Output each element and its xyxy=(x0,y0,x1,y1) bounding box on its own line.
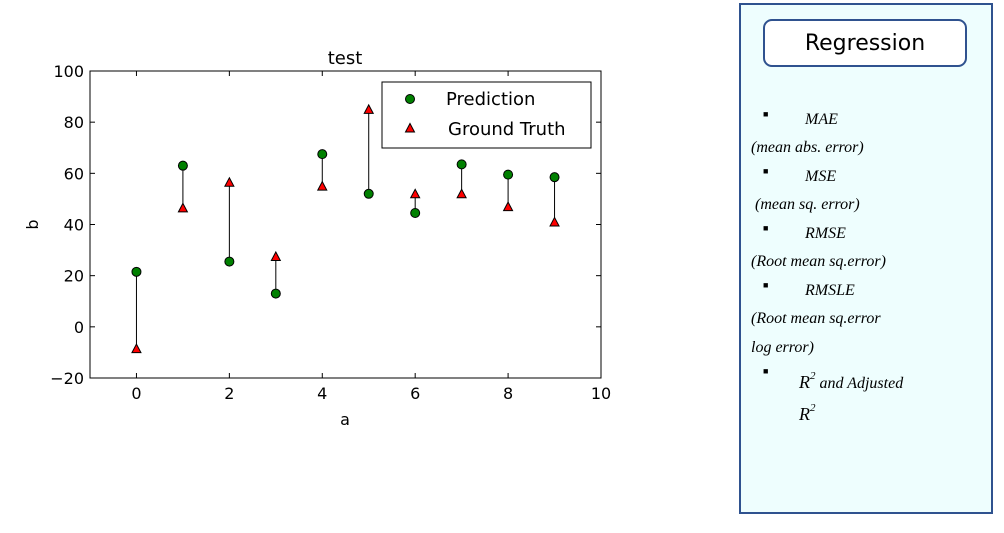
metric-desc: (mean sq. error) xyxy=(751,196,860,213)
prediction-point xyxy=(131,266,142,277)
bullet-icon: ■ xyxy=(763,366,769,376)
legend-prediction-marker xyxy=(405,94,415,104)
y-tick-label: 40 xyxy=(64,216,84,235)
prediction-point xyxy=(503,169,514,180)
ground-truth-point xyxy=(456,188,467,199)
x-tick-label: 8 xyxy=(503,384,513,403)
prediction-point xyxy=(177,160,188,171)
ground-truth-point xyxy=(177,202,189,213)
ground-truth-point xyxy=(131,343,142,354)
y-tick-label: 80 xyxy=(64,113,84,132)
bullet-icon: ■ xyxy=(763,280,769,290)
x-tick-label: 6 xyxy=(410,384,420,403)
legend-ground-truth-marker xyxy=(404,122,416,133)
metric-name: MAE xyxy=(805,111,838,128)
metric-item: ■ MSE (mean sq. error) xyxy=(755,164,983,221)
metric-desc: (Root mean sq.error xyxy=(751,310,881,327)
y-axis-ticks: −20 0 20 40 60 80 100 xyxy=(50,62,601,388)
metric-item: ■ MAE (mean abs. error) xyxy=(751,107,983,164)
prediction-point xyxy=(224,256,235,267)
metric-desc-line2: log error) xyxy=(751,339,814,356)
legend-prediction-label: Prediction xyxy=(446,89,535,110)
prediction-point xyxy=(549,172,560,183)
y-tick-label: 20 xyxy=(64,267,84,286)
legend-box xyxy=(381,81,592,149)
ground-truth-point xyxy=(502,201,514,212)
prediction-point xyxy=(363,188,374,199)
metric-item: ■ RMSE (Root mean sq.error) xyxy=(751,221,983,278)
y-axis-label: b xyxy=(23,219,42,229)
prediction-point xyxy=(270,288,281,299)
x-tick-label: 0 xyxy=(131,384,141,403)
y-tick-label: 60 xyxy=(64,164,84,183)
x-axis-ticks: 0 2 4 6 8 10 xyxy=(131,71,611,403)
y-tick-label: −20 xyxy=(50,369,84,388)
ground-truth-point xyxy=(549,216,560,227)
metric-item-r2: ■ R2 and Adjusted R2 xyxy=(763,364,983,426)
panel-title: Regression xyxy=(763,19,967,67)
metric-list: ■ MAE (mean abs. error) ■ MSE (mean sq. … xyxy=(751,107,983,426)
metric-desc: (mean abs. error) xyxy=(751,139,864,156)
metric-item: ■ RMSLE (Root mean sq.error log error) xyxy=(751,278,983,364)
metric-name: MSE xyxy=(805,168,837,185)
x-tick-label: 2 xyxy=(224,384,234,403)
metric-desc: (Root mean sq.error) xyxy=(751,253,886,270)
x-tick-label: 4 xyxy=(317,384,327,403)
y-tick-label: 0 xyxy=(74,318,84,337)
bullet-icon: ■ xyxy=(763,223,769,233)
prediction-point xyxy=(410,207,421,218)
data-markers xyxy=(131,103,560,354)
ground-truth-point xyxy=(224,176,235,187)
ground-truth-point xyxy=(270,250,282,261)
ground-truth-point xyxy=(363,103,375,114)
prediction-point xyxy=(456,159,467,170)
regression-panel: Regression ■ MAE (mean abs. error) ■ MSE… xyxy=(729,0,1002,527)
bullet-icon: ■ xyxy=(763,109,769,119)
prediction-point xyxy=(317,149,328,160)
legend-ground-truth-label: Ground Truth xyxy=(448,119,566,140)
x-axis-label: a xyxy=(340,410,350,429)
x-tick-label: 10 xyxy=(591,384,611,403)
legend: Prediction Ground Truth xyxy=(381,81,592,149)
y-tick-label: 100 xyxy=(53,62,84,81)
metric-name: RMSLE xyxy=(805,282,855,299)
error-lines xyxy=(135,109,556,349)
ground-truth-point xyxy=(409,188,421,199)
scatter-chart: test 0 2 4 6 8 10 −20 0 20 40 60 80 100 a b Predict… xyxy=(23,48,611,429)
metric-name: RMSE xyxy=(805,225,846,242)
bullet-icon: ■ xyxy=(763,166,769,176)
chart-title: test xyxy=(328,48,363,69)
panel-box: Regression ■ MAE (mean abs. error) ■ MSE… xyxy=(739,3,993,514)
metric-r2-name: R2 and Adjusted R2 xyxy=(799,370,904,424)
ground-truth-point xyxy=(316,180,328,191)
